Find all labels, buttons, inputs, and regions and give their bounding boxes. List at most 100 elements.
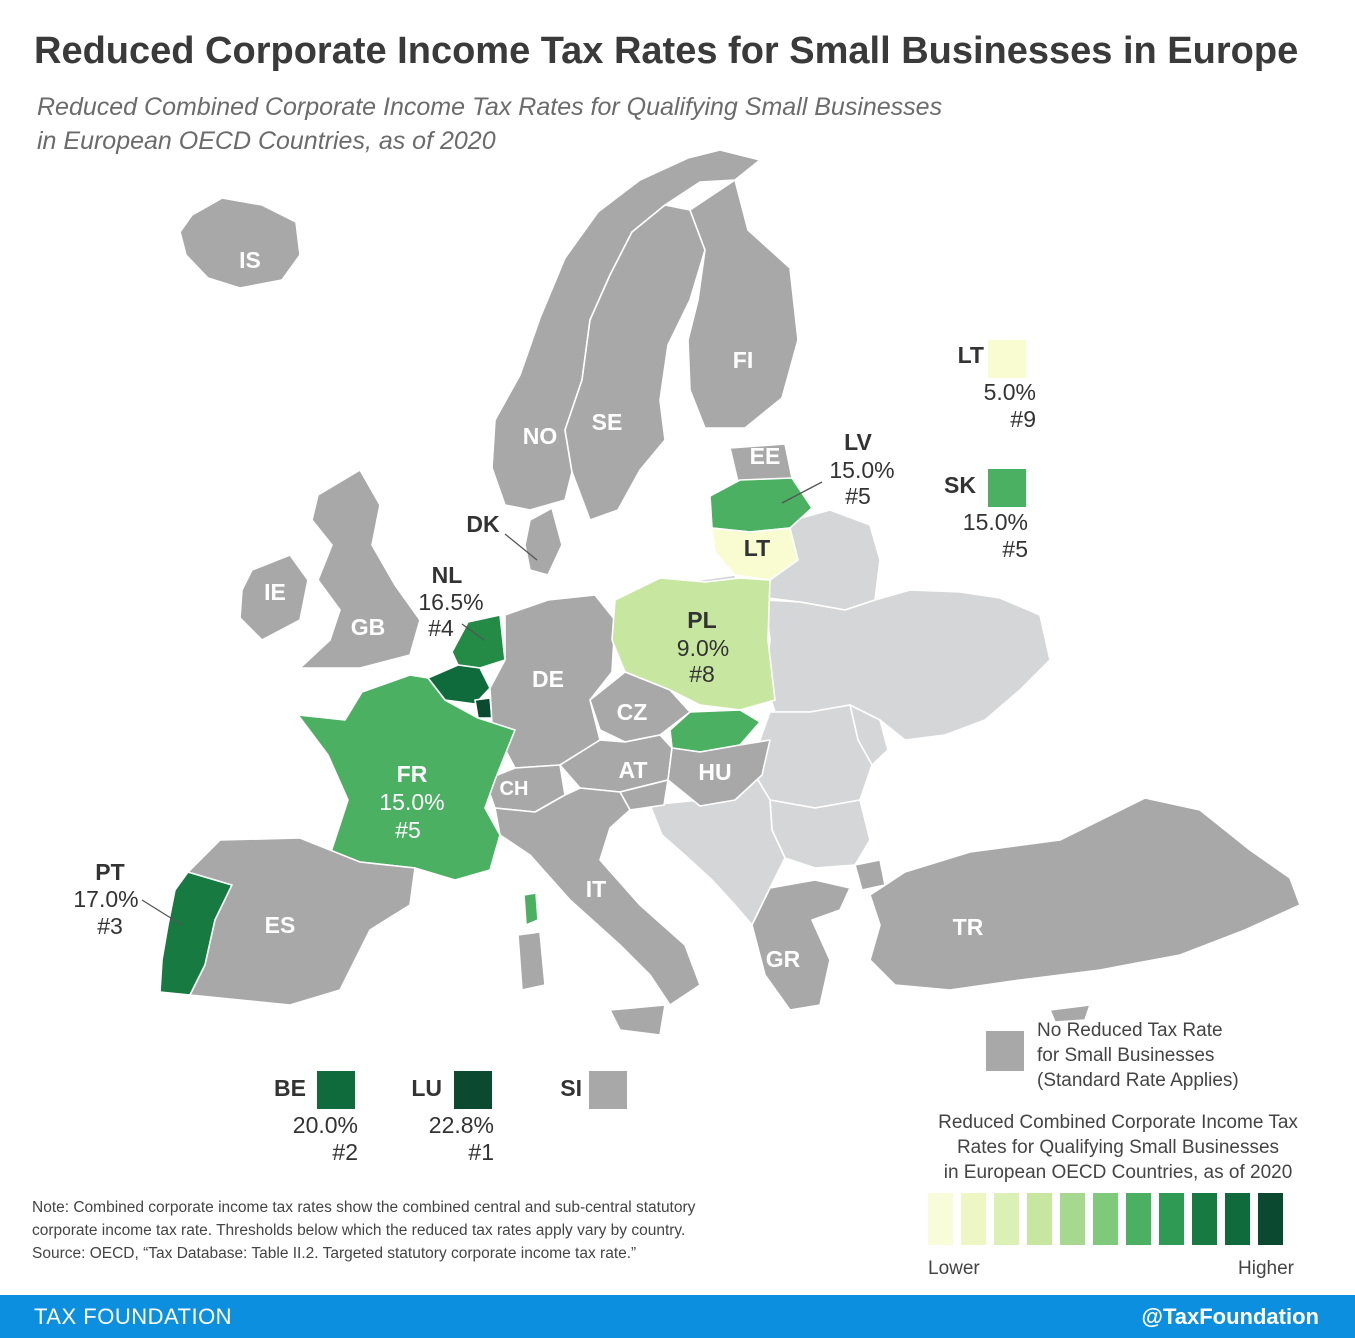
legend-higher-label: Higher: [1238, 1258, 1294, 1279]
rank-pl: #8: [689, 661, 715, 687]
label-gr: GR: [766, 946, 801, 972]
legend-no-reduced-line: (Standard Rate Applies): [1037, 1070, 1239, 1091]
label-fr: FR: [397, 761, 428, 787]
key-lu: LU 22.8% #1: [398, 1075, 494, 1166]
country-tr: [869, 797, 1301, 991]
legend-no-reduced-swatch: [986, 1031, 1024, 1071]
island-corsica: [523, 892, 539, 926]
label-fi: FI: [733, 347, 753, 373]
key-lu-rank: #1: [468, 1139, 494, 1165]
island-sardinia: [517, 931, 546, 991]
country-es: [187, 837, 416, 1006]
legend-title: Reduced Combined Corporate Income Tax Ra…: [905, 1110, 1331, 1185]
label-ee: EE: [750, 443, 781, 469]
country-romania: [751, 704, 873, 809]
country-tr-thrace: [854, 859, 886, 891]
leader-nl: [461, 623, 485, 641]
island-sicily: [609, 1004, 666, 1036]
leader-pt: [141, 899, 183, 926]
label-gb: GB: [351, 614, 386, 640]
subtitle-line: in European OECD Countries, as of 2020: [37, 127, 496, 155]
swatch-sk: [988, 469, 1026, 507]
country-cz: [589, 671, 691, 743]
legend-scale-cell: [1159, 1193, 1184, 1245]
rate-pt: 17.0%: [73, 886, 138, 912]
country-no: [491, 149, 761, 511]
chart-title: Reduced Corporate Income Tax Rates for S…: [34, 30, 1299, 72]
label-no: NO: [523, 423, 558, 449]
label-it: IT: [586, 876, 606, 902]
legend-scale-cell: [1225, 1193, 1250, 1245]
key-be: BE 20.0% #2: [262, 1075, 358, 1166]
legend-scale-cell: [961, 1193, 986, 1245]
legend-title-line: in European OECD Countries, as of 2020: [943, 1162, 1293, 1183]
footer-twitter-handle[interactable]: @TaxFoundation: [1141, 1304, 1319, 1329]
key-be-rate: 20.0%: [292, 1112, 358, 1138]
rate-fr: 15.0%: [379, 789, 444, 815]
key-sk-rate: 15.0%: [962, 509, 1028, 535]
key-lt-code: LT: [957, 342, 984, 368]
legend-no-reduced-line: for Small Businesses: [1037, 1045, 1215, 1066]
key-lt: LT 5.0% #9: [940, 342, 1036, 433]
legend-title-line: Reduced Combined Corporate Income Tax: [938, 1112, 1298, 1133]
key-sk-rank: #5: [1002, 536, 1028, 562]
legend-lower-label: Lower: [928, 1258, 980, 1279]
label-at: AT: [619, 757, 648, 783]
note-line: corporate income tax rate. Thresholds be…: [32, 1222, 686, 1239]
country-fi: [687, 179, 799, 429]
key-be-rank: #2: [332, 1139, 358, 1165]
country-hu: [667, 739, 771, 807]
swatch-be: [317, 1071, 355, 1109]
subtitle-line: Reduced Combined Corporate Income Tax Ra…: [37, 93, 943, 121]
label-cz: CZ: [617, 699, 648, 725]
note-line: Note: Combined corporate income tax rate…: [32, 1199, 696, 1216]
country-ie: [239, 554, 309, 641]
swatch-lu: [454, 1071, 492, 1109]
country-lu: [474, 697, 493, 719]
key-lt-rank: #9: [1010, 406, 1036, 432]
legend-scale-cell: [1093, 1193, 1118, 1245]
key-lu-code: LU: [411, 1075, 442, 1101]
label-se: SE: [592, 409, 623, 435]
label-lt: LT: [744, 535, 770, 561]
key-be-code: BE: [274, 1075, 306, 1101]
legend-scale-cell: [928, 1193, 953, 1245]
source-note: Note: Combined corporate income tax rate…: [32, 1196, 902, 1265]
rank-nl: #4: [428, 615, 454, 641]
rate-nl: 16.5%: [418, 589, 483, 615]
label-ch: CH: [500, 778, 529, 800]
key-lu-rate: 22.8%: [428, 1112, 494, 1138]
key-sk-code: SK: [944, 472, 976, 498]
label-de: DE: [532, 666, 564, 692]
label-is: IS: [239, 247, 261, 273]
legend-no-reduced-text: No Reduced Tax Rate for Small Businesses…: [1037, 1018, 1239, 1093]
legend-color-scale: [928, 1193, 1283, 1245]
leader-dk: [504, 533, 538, 561]
key-si: SI: [540, 1075, 582, 1102]
legend-no-reduced-line: No Reduced Tax Rate: [1037, 1020, 1223, 1041]
label-pl: PL: [687, 607, 716, 633]
island-cyprus: [1049, 1004, 1091, 1023]
country-lt: [711, 527, 799, 581]
europe-map: IS FI SE NO EE LT IE GB DE CZ AT HU CH E…: [73, 149, 1301, 1036]
country-dk: [524, 507, 563, 576]
swatch-si: [589, 1071, 627, 1109]
rank-pt: #3: [97, 913, 123, 939]
country-gr: [751, 879, 851, 1011]
legend-title-line: Rates for Qualifying Small Businesses: [956, 1137, 1280, 1158]
label-ie: IE: [264, 579, 286, 605]
chart-subtitle: Reduced Combined Corporate Income Tax Ra…: [37, 90, 1017, 158]
legend-scale-cell: [1060, 1193, 1085, 1245]
label-pt: PT: [95, 859, 124, 885]
legend-scale-cell: [1192, 1193, 1217, 1245]
label-es: ES: [265, 912, 296, 938]
country-it: [494, 787, 701, 1006]
country-nl: [451, 614, 506, 669]
label-hu: HU: [698, 759, 731, 785]
country-gb: [299, 469, 421, 669]
legend-scale-cell: [1027, 1193, 1052, 1245]
swatch-lt: [988, 340, 1026, 378]
label-lv: LV: [844, 429, 872, 455]
key-sk: SK 15.0% #5: [930, 472, 1028, 563]
legend-scale-cell: [1126, 1193, 1151, 1245]
